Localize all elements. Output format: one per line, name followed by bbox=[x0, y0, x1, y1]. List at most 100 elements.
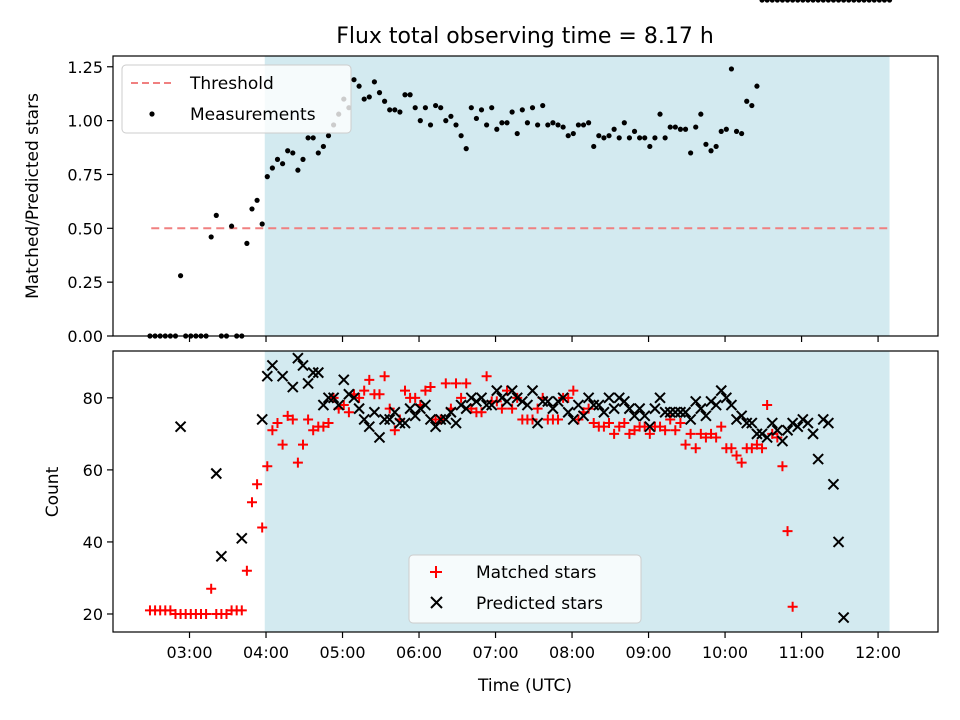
top-shaded-region bbox=[264, 56, 890, 336]
measurement-point bbox=[642, 135, 648, 141]
predicted-star-point bbox=[812, 453, 824, 465]
legend-threshold-label: Threshold bbox=[189, 74, 274, 94]
measurement-point bbox=[310, 135, 316, 141]
measurement-point bbox=[397, 109, 403, 115]
measurement-point bbox=[698, 111, 704, 117]
predicted-star-point bbox=[312, 366, 325, 379]
matched-star-point bbox=[297, 439, 308, 450]
matched-star-point bbox=[201, 608, 212, 619]
legend-matched-swatch bbox=[430, 566, 442, 578]
y-tick-label: 20 bbox=[83, 605, 103, 624]
measurement-point bbox=[402, 92, 408, 98]
matched-star-point bbox=[563, 392, 574, 403]
predicted-star-point bbox=[735, 410, 748, 422]
measurement-point bbox=[591, 143, 597, 150]
predicted-star-point bbox=[628, 410, 641, 422]
predicted-star-point bbox=[460, 402, 472, 415]
predicted-star-point bbox=[465, 392, 478, 404]
measurement-point bbox=[570, 130, 576, 137]
predicted-star-point bbox=[343, 388, 355, 400]
predicted-star-point bbox=[603, 392, 615, 404]
matched-star-point bbox=[644, 428, 655, 439]
matched-star-point bbox=[354, 392, 365, 403]
predicted-star-point bbox=[633, 402, 646, 415]
measurement-point bbox=[259, 221, 265, 227]
matched-star-point bbox=[277, 439, 288, 450]
measurement-point bbox=[244, 240, 250, 246]
measurement-point bbox=[371, 79, 377, 85]
measurement-point bbox=[422, 105, 429, 111]
predicted-star-point bbox=[751, 428, 763, 440]
predicted-star-point bbox=[827, 478, 840, 491]
x-tick-label: 07:00 bbox=[472, 643, 518, 662]
matched-star-point bbox=[670, 425, 681, 436]
predicted-star-point bbox=[491, 384, 503, 397]
measurement-point bbox=[177, 273, 184, 279]
predicted-star-point bbox=[496, 392, 508, 404]
legend-matched-label: Matched stars bbox=[476, 563, 596, 583]
top-panel: 0.00 0.25 0.50 0.75 1.00 1.25 Matched/Predict… bbox=[23, 0, 939, 346]
predicted-star-point bbox=[389, 406, 401, 418]
predicted-star-point bbox=[613, 392, 625, 404]
predicted-star-point bbox=[715, 384, 727, 397]
measurement-point bbox=[841, 0, 847, 3]
matched-star-point bbox=[308, 425, 319, 436]
predicted-star-point bbox=[664, 406, 676, 418]
measurement-point bbox=[688, 150, 694, 156]
measurement-point bbox=[269, 165, 275, 171]
measurement-point bbox=[774, 0, 780, 3]
measurement-point bbox=[682, 126, 689, 132]
x-tick-label: 11:00 bbox=[779, 643, 825, 662]
predicted-star-point bbox=[547, 402, 559, 415]
matched-star-point bbox=[660, 425, 671, 436]
matched-star-point bbox=[338, 400, 349, 411]
predicted-star-point bbox=[817, 413, 829, 426]
predicted-star-point bbox=[720, 392, 733, 404]
measurement-point bbox=[733, 128, 740, 134]
predicted-star-point bbox=[236, 532, 248, 545]
predicted-star-point bbox=[659, 406, 671, 418]
predicted-star-point bbox=[480, 399, 493, 411]
predicted-star-point bbox=[797, 413, 809, 426]
matched-star-point bbox=[736, 457, 747, 468]
matched-star-point bbox=[588, 418, 599, 429]
measurement-point bbox=[749, 102, 755, 109]
measurement-point bbox=[779, 0, 786, 3]
measurement-point bbox=[677, 126, 684, 132]
measurement-point bbox=[871, 0, 877, 3]
matched-star-point bbox=[685, 428, 696, 439]
matched-star-point bbox=[757, 443, 768, 454]
measurement-point bbox=[392, 107, 398, 113]
matched-star-point bbox=[706, 428, 717, 439]
measurement-point bbox=[769, 0, 775, 3]
predicted-star-point bbox=[756, 428, 768, 440]
measurement-point bbox=[443, 118, 449, 124]
measurement-point bbox=[708, 148, 714, 154]
matched-star-point bbox=[374, 389, 385, 400]
matched-star-point bbox=[604, 418, 615, 429]
measurement-point bbox=[800, 0, 806, 3]
measurement-point bbox=[667, 124, 673, 130]
measurement-point bbox=[545, 122, 551, 128]
bottom-panel: 20 40 60 80 03:00 04:00 05:00 06:00 07:00 08:00 0… bbox=[43, 351, 939, 696]
predicted-star-point bbox=[429, 420, 442, 433]
matched-star-point bbox=[481, 371, 492, 382]
measurement-point bbox=[463, 146, 469, 152]
predicted-star-point bbox=[256, 413, 268, 426]
predicted-star-point bbox=[608, 402, 620, 415]
measurement-point bbox=[693, 124, 699, 130]
measurement-point bbox=[652, 135, 658, 141]
predicted-star-point bbox=[730, 413, 743, 426]
matched-star-point bbox=[379, 371, 390, 382]
bottom-legend: Matched stars Predicted stars bbox=[408, 554, 642, 624]
matched-star-point bbox=[716, 421, 727, 432]
predicted-star-point bbox=[440, 413, 452, 426]
measurement-point bbox=[529, 105, 536, 111]
matched-star-point bbox=[573, 414, 584, 425]
measurement-point bbox=[637, 135, 643, 141]
measurement-point bbox=[504, 120, 510, 126]
measurement-point bbox=[550, 120, 556, 126]
top-y-axis-label: Matched/Predicted stars bbox=[23, 93, 43, 299]
predicted-star-point bbox=[266, 359, 279, 372]
predicted-star-point bbox=[486, 399, 498, 411]
